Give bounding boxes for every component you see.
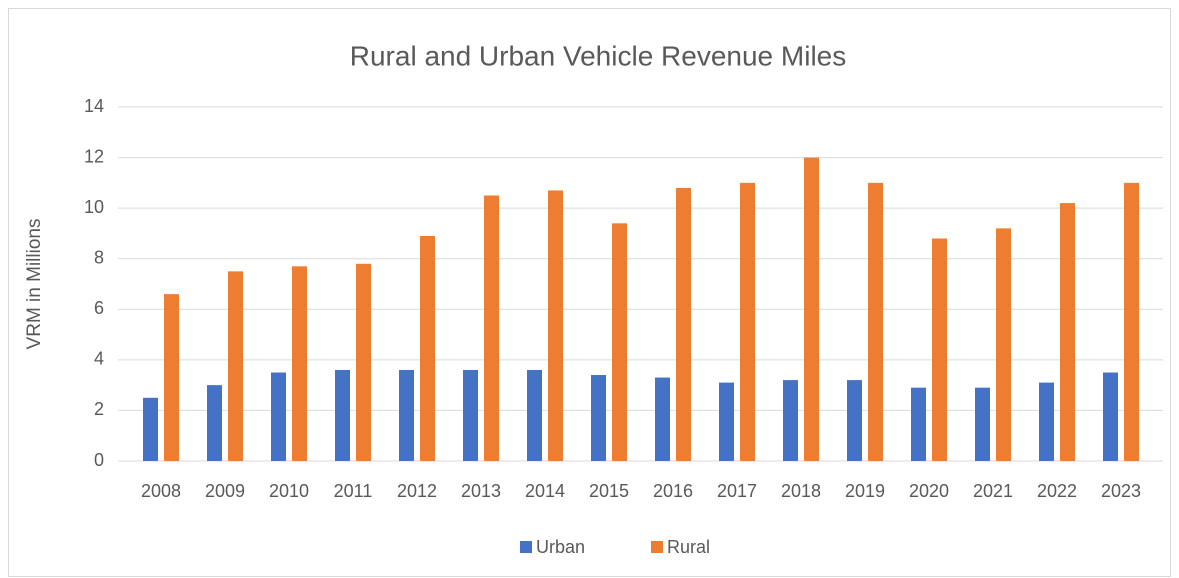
x-tick-label: 2015 (589, 481, 629, 501)
x-tick-label: 2012 (397, 481, 437, 501)
bar (975, 387, 990, 461)
bar (527, 369, 542, 461)
y-tick-label: 12 (84, 146, 104, 166)
x-tick-label: 2009 (205, 481, 245, 501)
x-tick-label: 2016 (653, 481, 693, 501)
bar (591, 375, 606, 461)
bar (143, 397, 158, 461)
x-tick-label: 2021 (973, 481, 1013, 501)
bar (719, 382, 734, 461)
x-tick-label: 2008 (141, 481, 181, 501)
y-tick-label: 2 (94, 399, 104, 419)
bar (420, 235, 435, 461)
x-tick-label: 2018 (781, 481, 821, 501)
bar (1124, 182, 1139, 461)
x-tick-label: 2022 (1037, 481, 1077, 501)
x-tick-label: 2010 (269, 481, 309, 501)
legend-swatch (520, 541, 532, 553)
y-tick-label: 10 (84, 197, 104, 217)
bar (783, 380, 798, 461)
x-tick-label: 2013 (461, 481, 501, 501)
bar (1060, 203, 1075, 462)
bar (847, 380, 862, 461)
chart-frame (8, 8, 1171, 577)
chart-title: Rural and Urban Vehicle Revenue Miles (350, 40, 847, 71)
bar (399, 369, 414, 461)
bar (1103, 372, 1118, 461)
bar (207, 385, 222, 461)
bar (996, 228, 1011, 461)
x-tick-label: 2011 (334, 481, 373, 501)
bar (164, 294, 179, 461)
y-axis-label: VRM in Millions (24, 219, 45, 350)
y-tick-label: 14 (84, 96, 104, 116)
bar (356, 263, 371, 461)
bar (1039, 382, 1054, 461)
y-tick-label: 4 (94, 349, 104, 369)
bar (463, 369, 478, 461)
bar (804, 157, 819, 462)
bar (612, 223, 627, 461)
bar (932, 238, 947, 461)
x-tick-label: 2023 (1101, 481, 1141, 501)
bar (655, 377, 670, 461)
bar (484, 195, 499, 461)
bar (740, 182, 755, 461)
bar (271, 372, 286, 461)
y-tick-label: 0 (94, 450, 104, 470)
bar (676, 187, 691, 461)
legend-swatch (651, 541, 663, 553)
y-tick-label: 6 (94, 298, 104, 318)
bar (335, 369, 350, 461)
x-tick-label: 2020 (909, 481, 949, 501)
y-tick-label: 8 (94, 247, 104, 267)
x-tick-label: 2019 (845, 481, 885, 501)
bar (292, 266, 307, 461)
bar (868, 182, 883, 461)
legend-label: Rural (667, 537, 710, 557)
bar (548, 190, 563, 461)
legend-label: Urban (536, 537, 585, 557)
x-tick-label: 2014 (525, 481, 565, 501)
bar (228, 271, 243, 461)
x-tick-label: 2017 (717, 481, 757, 501)
bar (911, 387, 926, 461)
